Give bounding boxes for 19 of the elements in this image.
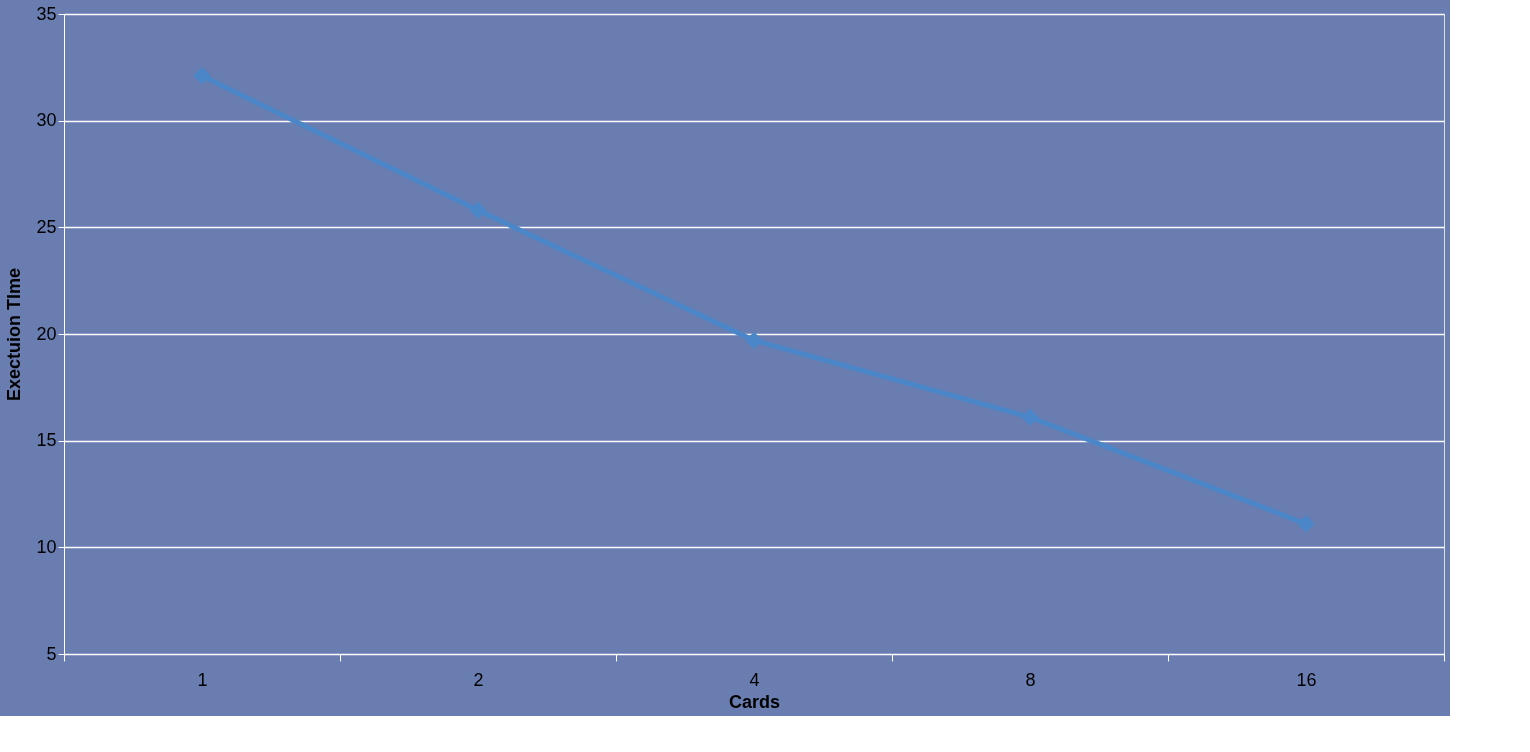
y-tick-label: 10	[36, 536, 57, 557]
x-tick-label: 1	[197, 669, 208, 690]
y-tick-label: 15	[36, 430, 57, 451]
y-tick-label: 20	[36, 323, 57, 344]
point	[1297, 515, 1315, 533]
x-axis-title: Cards	[728, 691, 781, 712]
point	[469, 201, 487, 219]
point	[1021, 408, 1039, 426]
y-tick-label: 30	[36, 110, 57, 131]
x-tick-label: 8	[1025, 669, 1036, 690]
y-tick-label: 35	[36, 3, 57, 24]
y-axis-title: Exectuion TIme	[4, 267, 25, 402]
x-tick-label: 16	[1296, 669, 1317, 690]
x-tick-label: 2	[473, 669, 484, 690]
y-tick-label: 25	[36, 216, 57, 237]
x-tick-label: 4	[749, 669, 760, 690]
point	[745, 331, 763, 350]
point	[193, 67, 211, 85]
y-tick-label: 5	[46, 643, 57, 664]
